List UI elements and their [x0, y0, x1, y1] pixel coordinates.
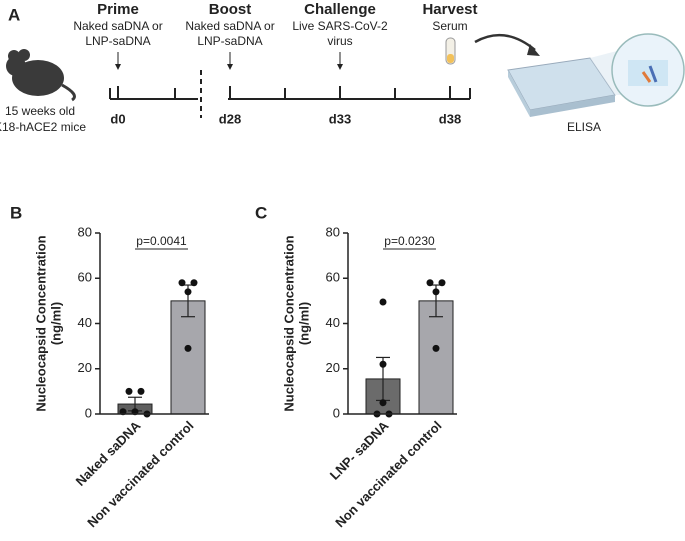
data-point	[432, 344, 440, 352]
data-point	[190, 279, 198, 287]
bar	[170, 300, 206, 415]
phase-detail: Serum	[432, 19, 467, 33]
arrow	[474, 33, 536, 51]
y-tick-label: 40	[326, 315, 340, 330]
p-value: p=0.0230	[384, 234, 435, 248]
day-label: d0	[110, 111, 125, 126]
phase-title: Prime	[97, 1, 139, 18]
x-tick-label: Non vaccinated control	[84, 418, 196, 530]
y-axis-label: Nucleocapsid Concentration	[33, 235, 48, 411]
data-point	[125, 387, 133, 395]
phase-detail: Naked saDNA or	[73, 19, 162, 33]
phase-detail: Live SARS-CoV-2	[292, 19, 388, 33]
data-point	[438, 279, 446, 287]
mouse-label: K18-hACE2 mice	[0, 120, 86, 134]
arrow-head	[337, 64, 343, 70]
panel-label: C	[255, 203, 267, 222]
phase-detail: LNP-saDNA	[85, 34, 150, 48]
phase-title: Challenge	[304, 1, 376, 18]
y-tick-label: 0	[333, 405, 340, 420]
y-tick-label: 40	[78, 315, 92, 330]
tube-icon	[445, 37, 456, 65]
y-tick-label: 80	[326, 224, 340, 239]
phase-detail: LNP-saDNA	[197, 34, 262, 48]
data-point	[432, 288, 440, 296]
y-axis-label: Nucleocapsid Concentration	[281, 235, 296, 411]
data-point	[426, 279, 434, 287]
day-label: d28	[219, 111, 241, 126]
mouse-icon	[6, 49, 76, 102]
y-tick-label: 0	[85, 405, 92, 420]
timeline	[109, 70, 471, 118]
day-label: d33	[329, 111, 351, 126]
p-value: p=0.0041	[136, 234, 187, 248]
y-axis-label: (ng/ml)	[296, 302, 311, 345]
panel-label: B	[10, 203, 22, 222]
panel-label: A	[8, 5, 20, 24]
y-tick-label: 20	[326, 360, 340, 375]
day-label: d38	[439, 111, 461, 126]
arrow-head	[227, 64, 233, 70]
data-point	[184, 288, 192, 296]
y-axis-label: (ng/ml)	[48, 302, 63, 345]
data-point	[379, 298, 387, 306]
y-tick-label: 60	[78, 270, 92, 285]
y-tick-label: 80	[78, 224, 92, 239]
x-tick-label: Non vaccinated control	[332, 418, 444, 530]
data-point	[137, 387, 145, 395]
data-point	[379, 360, 387, 368]
phase-detail: virus	[327, 34, 352, 48]
data-point	[178, 279, 186, 287]
data-point	[379, 399, 387, 407]
phase-title: Boost	[209, 1, 252, 18]
arrow-head	[527, 44, 540, 56]
mouse-label: 15 weeks old	[5, 104, 75, 118]
arrow-head	[115, 64, 121, 70]
bar	[418, 300, 454, 415]
phase-title: Harvest	[422, 1, 477, 18]
data-point	[184, 344, 192, 352]
y-tick-label: 60	[326, 270, 340, 285]
assay-label: ELISA	[567, 120, 601, 134]
phase-detail: Naked saDNA or	[185, 19, 274, 33]
y-tick-label: 20	[78, 360, 92, 375]
elisa-plate	[507, 33, 685, 117]
